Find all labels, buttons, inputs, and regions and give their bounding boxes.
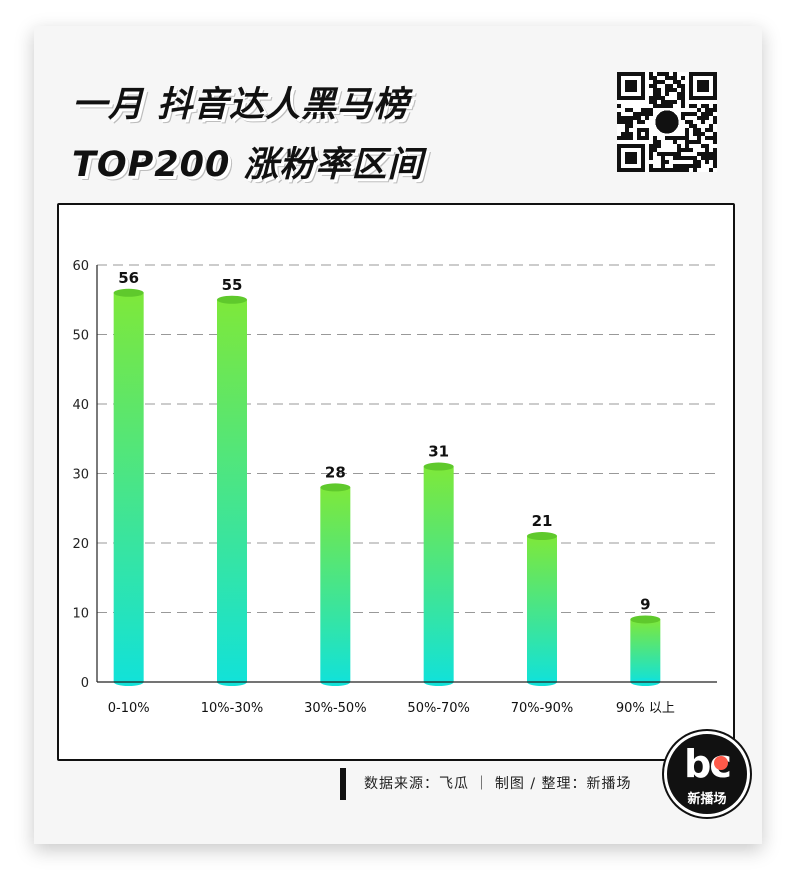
x-tick-label: 30%-50%: [304, 701, 366, 716]
footer-accent-bar: [340, 768, 346, 800]
logo-dot-icon: [714, 756, 728, 770]
bar-top-cap: [630, 615, 661, 624]
y-tick-label: 40: [72, 398, 89, 413]
qr-code-icon: [617, 72, 717, 172]
y-tick-label: 30: [72, 468, 89, 483]
bar-top-cap: [320, 483, 351, 492]
x-tick-label: 90% 以上: [616, 701, 675, 716]
x-tick-label: 70%-90%: [511, 701, 573, 716]
bar-top-cap: [423, 462, 454, 471]
bar-top-cap: [527, 532, 557, 541]
logo-name: 新播场: [687, 792, 727, 807]
x-tick-label: 10%-30%: [201, 701, 263, 716]
bar-value-label: 9: [640, 595, 650, 613]
title-line-2: TOP200 涨粉率区间: [72, 145, 424, 185]
y-tick-label: 20: [72, 537, 89, 552]
bar-body: [630, 619, 661, 682]
bar-body: [527, 536, 557, 682]
bar: [113, 288, 144, 686]
bar-top-cap: [217, 295, 247, 304]
bar-top-cap: [113, 288, 144, 297]
bar-chart: 0 10 20 30 40 50 60 56 0-10% 55 10%-30% 28 30%-50% 31…: [72, 259, 717, 716]
bar: [217, 295, 247, 686]
bar-value-label: 56: [118, 269, 139, 287]
bar-body: [423, 466, 454, 682]
y-tick-label: 60: [72, 259, 89, 274]
bar-value-label: 31: [428, 443, 449, 461]
bar-value-label: 55: [222, 276, 243, 294]
bar: [320, 483, 351, 686]
bar: [423, 462, 454, 686]
x-tick-label: 0-10%: [108, 701, 150, 716]
y-tick-label: 0: [81, 676, 89, 691]
bar-value-label: 28: [325, 463, 346, 481]
y-tick-label: 50: [72, 329, 89, 344]
y-tick-label: 10: [72, 607, 89, 622]
bar-body: [217, 299, 247, 682]
logo-mark: bc: [684, 742, 732, 786]
bar: [630, 615, 661, 686]
source-note: 数据来源：飞瓜 ｜ 制图 / 整理：新播场: [364, 776, 632, 792]
bar-body: [320, 487, 351, 682]
bar-value-label: 21: [532, 512, 553, 530]
brand-logo: bc 新播场: [664, 731, 750, 817]
footer: [340, 765, 670, 805]
chart-frame: 0 10 20 30 40 50 60 56 0-10% 55 10%-30% 28 30%-50% 31…: [57, 203, 735, 761]
bar: [527, 532, 557, 686]
x-tick-label: 50%-70%: [407, 701, 469, 716]
title-line-1: 一月 抖音达人黑马榜: [72, 85, 410, 125]
bar-body: [113, 292, 144, 682]
